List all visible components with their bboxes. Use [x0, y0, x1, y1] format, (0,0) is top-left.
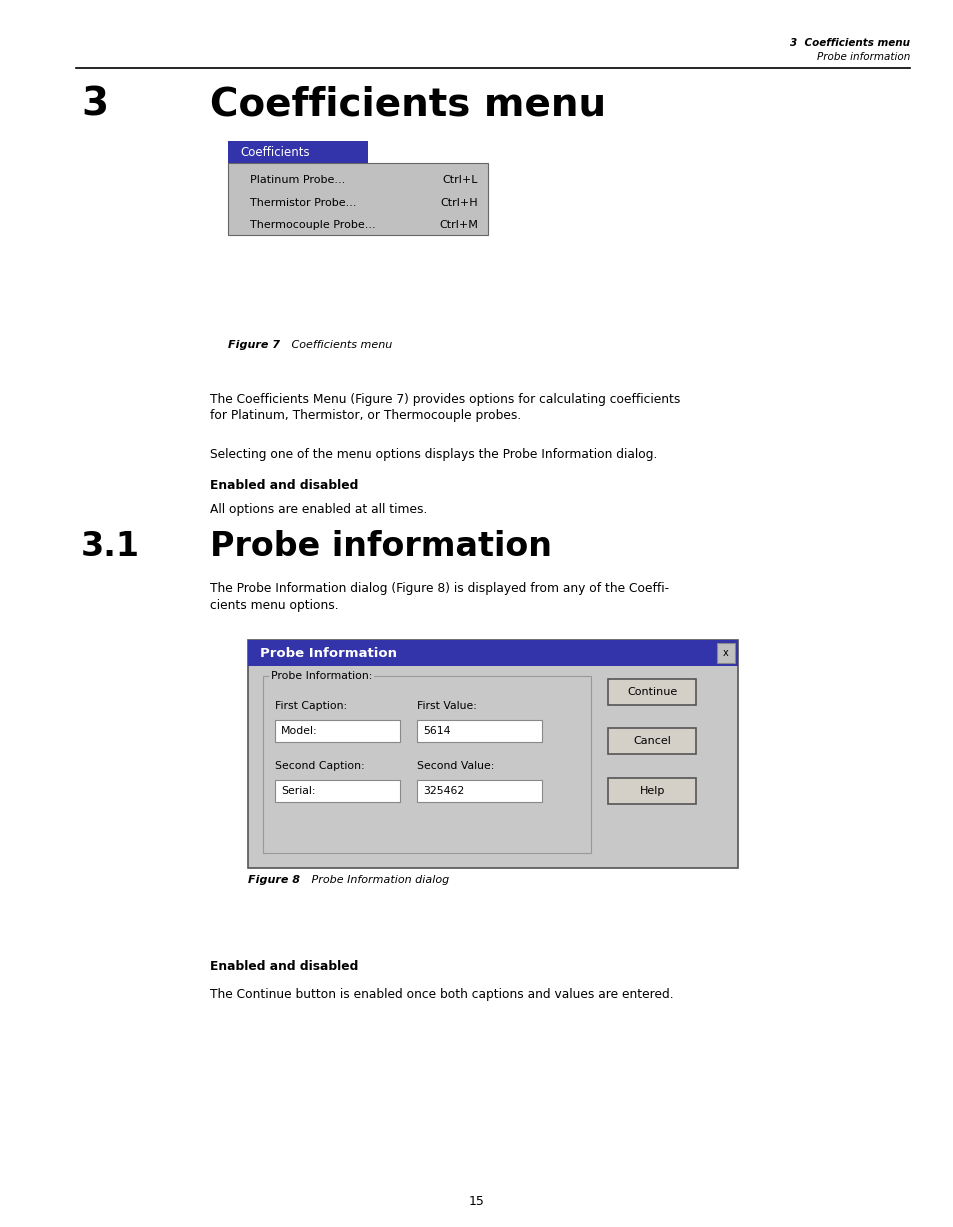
Bar — [607, 778, 696, 804]
Text: Ctrl+M: Ctrl+M — [438, 220, 477, 229]
Text: Second Value:: Second Value: — [416, 761, 494, 771]
Text: First Value:: First Value: — [416, 701, 476, 710]
Text: 3: 3 — [81, 85, 108, 123]
Text: Coefficients menu: Coefficients menu — [281, 340, 392, 350]
Text: Probe Information dialog: Probe Information dialog — [301, 875, 449, 885]
Bar — [607, 679, 696, 706]
Text: Probe information: Probe information — [816, 52, 909, 63]
Text: The Probe Information dialog (Figure 8) is displayed from any of the Coeffi-: The Probe Information dialog (Figure 8) … — [210, 582, 668, 595]
Text: 3.1: 3.1 — [81, 530, 140, 563]
Bar — [248, 640, 738, 867]
Bar — [607, 728, 696, 755]
Text: cients menu options.: cients menu options. — [210, 599, 338, 611]
Bar — [228, 141, 368, 163]
Bar — [274, 720, 399, 742]
Text: Enabled and disabled: Enabled and disabled — [210, 479, 358, 492]
Text: Probe information: Probe information — [210, 530, 552, 563]
Text: Probe Information: Probe Information — [260, 647, 396, 659]
Bar — [416, 780, 541, 801]
Text: Enabled and disabled: Enabled and disabled — [210, 960, 358, 973]
Text: Ctrl+H: Ctrl+H — [440, 198, 477, 207]
Text: Probe Information:: Probe Information: — [271, 671, 372, 681]
Text: Thermocouple Probe...: Thermocouple Probe... — [250, 220, 375, 229]
Text: x: x — [722, 648, 728, 658]
Text: Selecting one of the menu options displays the Probe Information dialog.: Selecting one of the menu options displa… — [210, 448, 657, 461]
Text: 5614: 5614 — [422, 726, 450, 736]
Text: for Platinum, Thermistor, or Thermocouple probes.: for Platinum, Thermistor, or Thermocoupl… — [210, 410, 520, 422]
Text: Ctrl+L: Ctrl+L — [442, 175, 477, 185]
Text: The Continue button is enabled once both captions and values are entered.: The Continue button is enabled once both… — [210, 988, 673, 1001]
Text: Coefficients menu: Coefficients menu — [210, 85, 605, 123]
Bar — [228, 163, 488, 236]
Text: All options are enabled at all times.: All options are enabled at all times. — [210, 503, 427, 517]
Bar — [248, 640, 738, 666]
Text: Model:: Model: — [281, 726, 317, 736]
Bar — [416, 720, 541, 742]
Bar — [263, 676, 591, 853]
Text: Figure 7: Figure 7 — [228, 340, 280, 350]
Bar — [717, 643, 734, 663]
Text: Thermistor Probe...: Thermistor Probe... — [250, 198, 356, 207]
Text: First Caption:: First Caption: — [274, 701, 347, 710]
Bar — [274, 780, 399, 801]
Text: Help: Help — [639, 787, 664, 796]
Text: Continue: Continue — [626, 687, 677, 697]
Text: The Coefficients Menu (Figure 7) provides options for calculating coefficients: The Coefficients Menu (Figure 7) provide… — [210, 393, 679, 406]
Text: Platinum Probe...: Platinum Probe... — [250, 175, 345, 185]
Text: Cancel: Cancel — [633, 736, 670, 746]
Text: 3  Coefficients menu: 3 Coefficients menu — [789, 38, 909, 48]
Text: 15: 15 — [469, 1195, 484, 1209]
Text: Figure 8: Figure 8 — [248, 875, 299, 885]
Text: Second Caption:: Second Caption: — [274, 761, 364, 771]
Text: Coefficients: Coefficients — [240, 146, 310, 158]
Text: Serial:: Serial: — [281, 787, 315, 796]
Text: 325462: 325462 — [422, 787, 464, 796]
